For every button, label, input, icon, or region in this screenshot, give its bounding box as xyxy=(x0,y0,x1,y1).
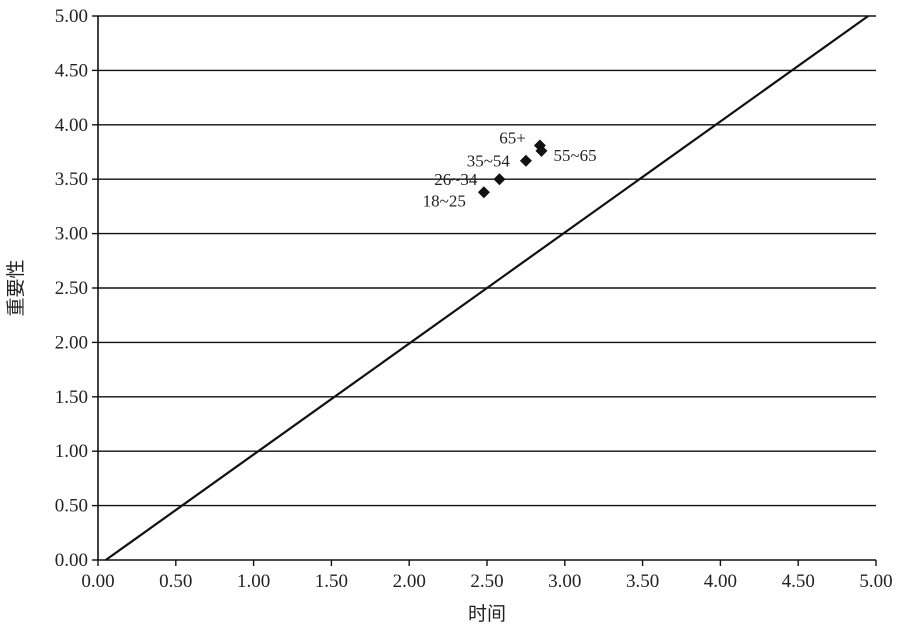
y-tick-label: 3.50 xyxy=(55,169,88,190)
point-label: 65+ xyxy=(499,128,526,147)
y-tick-label: 4.50 xyxy=(55,60,88,81)
reference-line xyxy=(105,15,869,561)
reference-line-group xyxy=(105,15,869,561)
x-axis-ticks: 0.00 0.50 1.00 1.50 2.00 2.50 3.00 3.50 4.00 4.50… xyxy=(81,560,893,592)
point-label: 26~34 xyxy=(434,170,478,189)
x-tick-label: 1.00 xyxy=(237,571,270,592)
y-tick-label: 2.50 xyxy=(55,278,88,299)
x-tick-label: 2.50 xyxy=(470,571,503,592)
x-tick-label: 4.50 xyxy=(782,571,815,592)
data-point-26~34 xyxy=(493,173,506,186)
data-point-35~54 xyxy=(519,154,532,167)
y-tick-label: 0.00 xyxy=(55,550,88,571)
data-points xyxy=(477,139,548,199)
grid-lines xyxy=(98,15,876,507)
y-axis-ticks: 0.00 0.50 1.00 1.50 2.00 2.50 3.00 3.50 4.00 4.50… xyxy=(55,6,98,571)
x-tick-label: 3.00 xyxy=(548,571,581,592)
y-tick-label: 2.00 xyxy=(55,332,88,353)
x-tick-label: 0.00 xyxy=(81,571,114,592)
point-label: 18~25 xyxy=(423,191,466,210)
x-tick-label: 4.00 xyxy=(704,571,737,592)
point-label: 35~54 xyxy=(467,152,511,171)
x-tick-label: 1.50 xyxy=(315,571,348,592)
x-tick-label: 5.00 xyxy=(859,571,892,592)
data-point-18~25 xyxy=(477,186,490,199)
y-tick-label: 4.00 xyxy=(55,115,88,136)
point-label: 55~65 xyxy=(553,146,596,165)
y-tick-label: 3.00 xyxy=(55,224,88,245)
y-axis-title: 重要性 xyxy=(5,259,27,316)
data-point-65+ xyxy=(533,139,546,152)
y-tick-label: 0.50 xyxy=(55,496,88,517)
y-tick-label: 5.00 xyxy=(55,6,88,27)
y-tick-label: 1.50 xyxy=(55,387,88,408)
x-tick-label: 0.50 xyxy=(159,571,192,592)
y-tick-label: 1.00 xyxy=(55,441,88,462)
x-tick-label: 2.00 xyxy=(393,571,426,592)
x-axis-title: 时间 xyxy=(468,603,506,625)
x-tick-label: 3.50 xyxy=(626,571,659,592)
